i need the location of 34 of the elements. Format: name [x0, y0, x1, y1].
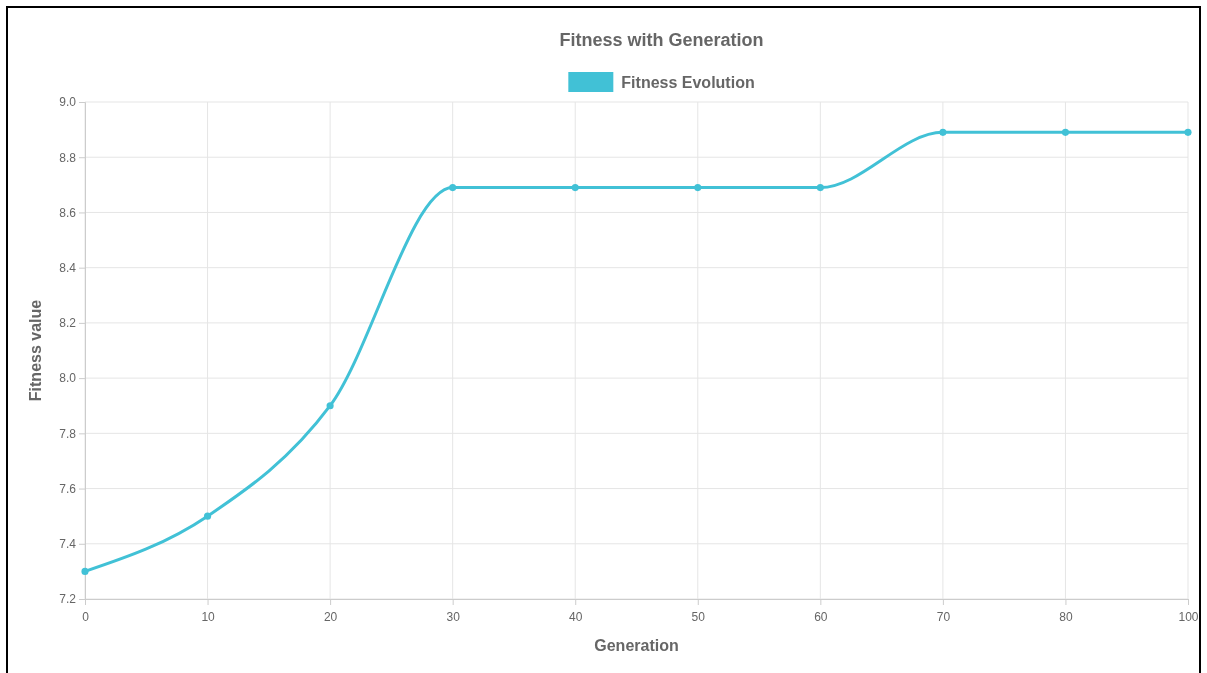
y-tick-label: 8.2 — [59, 316, 77, 331]
y-tick-label: 7.2 — [59, 592, 77, 607]
x-tick-label: 20 — [323, 610, 338, 625]
y-tick-label: 7.4 — [59, 537, 77, 552]
x-tick-label: 80 — [1059, 610, 1073, 625]
x-tick-label: 10 — [201, 610, 216, 625]
point — [81, 567, 89, 575]
x-tick-label: 0 — [82, 610, 90, 625]
y-tick-label: 8.0 — [59, 371, 77, 386]
x-tick-label: 50 — [691, 610, 706, 625]
point — [1184, 128, 1192, 136]
point — [203, 512, 212, 520]
point — [571, 184, 579, 192]
point — [449, 184, 457, 192]
legend-label: Fitness Evolution — [621, 74, 755, 91]
point — [939, 128, 947, 136]
point — [1061, 128, 1070, 136]
y-tick-label: 8.8 — [59, 150, 77, 165]
y-tick-label: 8.4 — [59, 261, 77, 276]
x-tick-label: 30 — [446, 610, 461, 625]
x-axis-title: Generation — [594, 637, 679, 654]
point — [326, 402, 334, 410]
x-tick-label: 40 — [569, 610, 583, 625]
x-tick-label: 70 — [936, 610, 951, 625]
chart-title: Fitness with Generation — [559, 30, 764, 50]
y-tick-label: 8.6 — [59, 205, 77, 220]
y-tick-label: 9.0 — [59, 95, 77, 110]
x-tick-label: 60 — [814, 610, 828, 625]
point — [694, 184, 702, 192]
point — [816, 184, 824, 192]
x-tick-label: 100 — [1178, 610, 1199, 625]
y-tick-label: 7.6 — [59, 481, 77, 496]
y-tick-label: 7.8 — [59, 426, 77, 441]
y-axis-title: Fitness value — [27, 299, 44, 402]
